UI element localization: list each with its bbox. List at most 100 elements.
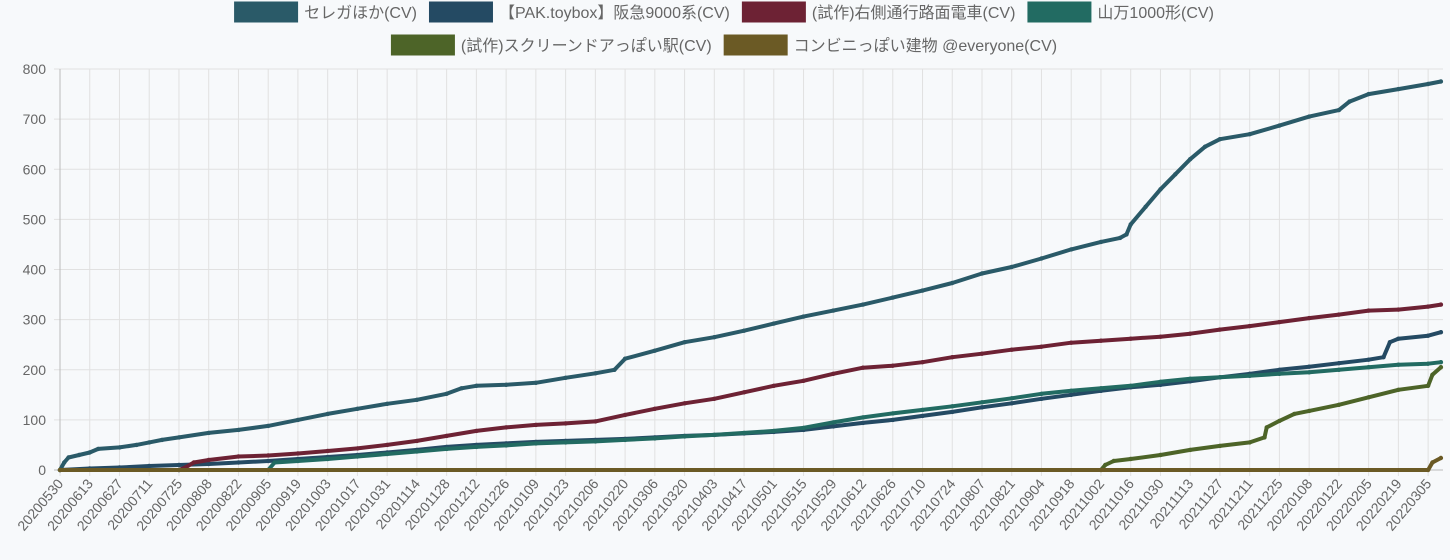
data-point xyxy=(890,295,895,300)
data-point xyxy=(1264,425,1269,430)
series-2 xyxy=(176,302,1444,473)
data-point xyxy=(890,363,895,368)
data-point xyxy=(979,400,985,405)
legend-label: 山万1000形(CV) xyxy=(1097,4,1213,22)
data-point xyxy=(414,397,420,402)
legend-item: 山万1000形(CV) xyxy=(1027,1,1214,23)
y-tick-label: 400 xyxy=(23,262,47,278)
data-point xyxy=(682,340,687,345)
legend-label: コンビニっぽい建物 @everyone(CV) xyxy=(794,37,1057,55)
data-point xyxy=(134,442,139,448)
y-tick-label: 500 xyxy=(23,211,47,227)
data-point xyxy=(87,450,92,455)
data-point xyxy=(860,420,866,426)
data-point xyxy=(355,446,360,451)
data-point xyxy=(1277,418,1282,424)
data-point xyxy=(1158,379,1163,384)
legend-label: セレガほか(CV) xyxy=(304,4,417,22)
data-point xyxy=(771,428,776,434)
data-point xyxy=(1188,376,1193,381)
data-point xyxy=(1103,462,1108,468)
data-point xyxy=(1009,347,1014,352)
series-5 xyxy=(57,455,1444,473)
data-point xyxy=(712,396,717,401)
data-point xyxy=(1438,330,1444,335)
data-point xyxy=(1307,408,1312,414)
data-point xyxy=(295,451,301,456)
data-point xyxy=(831,420,836,425)
data-point xyxy=(1128,456,1133,462)
data-point xyxy=(503,443,509,448)
data-point xyxy=(266,453,271,458)
data-point xyxy=(1307,364,1312,369)
legend-swatch xyxy=(234,1,299,23)
y-axis: 0 100 200 300 400 500 600 700 800 xyxy=(23,61,47,478)
data-point xyxy=(1336,361,1342,366)
data-point xyxy=(159,437,165,443)
series-0 xyxy=(57,79,1444,473)
data-point xyxy=(1425,361,1431,366)
data-point xyxy=(206,461,211,467)
data-point xyxy=(1158,452,1163,458)
data-point xyxy=(1009,264,1014,270)
data-point xyxy=(950,280,955,286)
data-point xyxy=(1098,338,1104,343)
legend-label: (試作)スクリーンドアっぽい駅(CV) xyxy=(461,37,712,55)
data-point xyxy=(355,454,360,459)
data-point xyxy=(1366,91,1371,97)
data-point xyxy=(622,437,628,443)
data-point xyxy=(96,446,101,452)
data-point xyxy=(474,428,479,434)
data-point xyxy=(414,449,420,454)
data-point xyxy=(295,458,301,464)
data-point xyxy=(860,415,866,420)
data-point xyxy=(1336,367,1342,372)
data-point xyxy=(1173,172,1178,177)
data-point xyxy=(652,406,657,411)
data-point xyxy=(266,458,271,464)
data-point xyxy=(236,427,241,433)
data-point xyxy=(191,460,196,465)
series-line xyxy=(58,456,1443,472)
chart-legend: セレガほか(CV) 【PAK.toybox】阪急9000系(CV) (試作)右側通行… xyxy=(234,1,1214,56)
data-point xyxy=(1366,365,1371,370)
data-point xyxy=(206,430,211,436)
data-point xyxy=(1069,392,1074,397)
data-point xyxy=(801,378,806,383)
data-point xyxy=(741,328,747,333)
chart-series xyxy=(57,79,1444,473)
data-point xyxy=(1262,435,1267,440)
data-point xyxy=(1128,222,1133,227)
data-point xyxy=(1430,460,1435,465)
series-line xyxy=(58,330,1443,472)
data-point xyxy=(474,444,479,450)
data-point xyxy=(66,455,71,460)
data-point xyxy=(1217,443,1223,449)
data-point xyxy=(622,412,628,418)
data-point xyxy=(1217,327,1223,332)
data-point xyxy=(272,460,277,465)
data-point xyxy=(563,375,568,380)
data-point xyxy=(533,422,539,428)
data-point xyxy=(1124,232,1129,237)
data-point xyxy=(1307,370,1312,375)
data-point xyxy=(503,425,509,430)
data-point xyxy=(1366,357,1371,362)
data-point xyxy=(1188,157,1193,162)
data-point xyxy=(1188,331,1193,336)
data-point xyxy=(1438,79,1444,84)
data-point xyxy=(533,380,539,385)
data-point xyxy=(1366,395,1371,400)
legend-item: (試作)スクリーンドアっぽい駅(CV) xyxy=(390,34,712,56)
data-point xyxy=(563,440,568,445)
data-point xyxy=(1277,367,1282,372)
data-point xyxy=(385,401,390,406)
legend-item: コンビニっぽい建物 @everyone(CV) xyxy=(723,34,1057,56)
data-point xyxy=(920,413,925,419)
data-point xyxy=(1009,396,1014,401)
data-point xyxy=(1396,86,1401,92)
data-point xyxy=(444,446,449,452)
data-point xyxy=(741,390,747,395)
data-point xyxy=(1438,302,1444,307)
